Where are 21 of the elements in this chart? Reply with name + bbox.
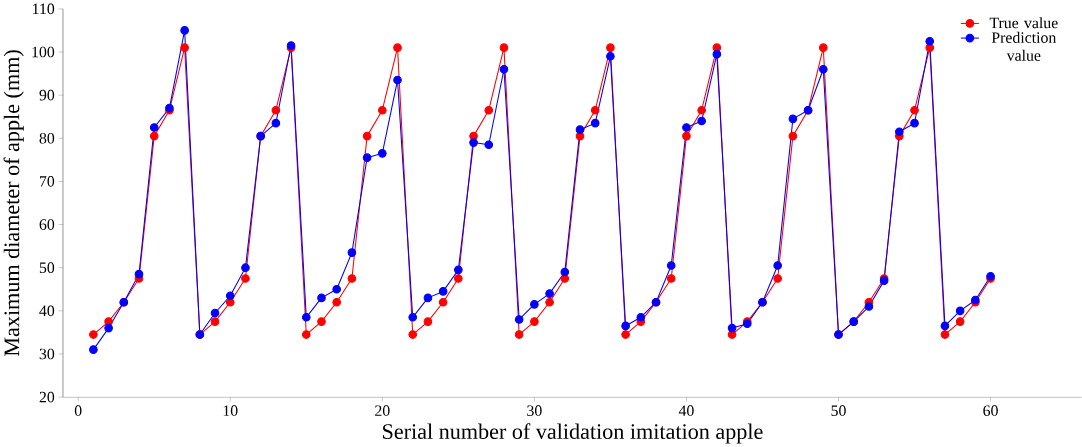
x-tick-label: 40 — [678, 405, 694, 416]
x-tick-label: 30 — [527, 405, 542, 416]
y-tick-label: 70 — [39, 176, 55, 187]
y-tick-label: 50 — [39, 262, 55, 273]
x-tick-label: 0 — [74, 405, 82, 416]
y-tick-label: 30 — [39, 348, 55, 360]
x-axis-title: Serial number of validation imitation apple — [383, 423, 763, 444]
legend-label: True value — [989, 17, 1058, 29]
y-tick-label: 80 — [39, 132, 55, 144]
legend-label: Prediction value — [991, 31, 1057, 61]
x-tick-label: 60 — [983, 405, 998, 416]
x-tick-label: 50 — [831, 405, 846, 416]
y-axis-title: Maximum diameter of apple (mm) — [3, 50, 24, 356]
y-tick-label: 60 — [39, 219, 55, 230]
y-tick-label: 110 — [33, 3, 55, 15]
y-tick-label: 20 — [39, 391, 55, 403]
y-tick-label: 40 — [39, 305, 55, 317]
y-tick-label: 100 — [32, 46, 55, 58]
x-tick-label: 20 — [375, 405, 390, 416]
x-tick-label: 10 — [223, 405, 238, 416]
y-tick-label: 90 — [39, 89, 55, 101]
